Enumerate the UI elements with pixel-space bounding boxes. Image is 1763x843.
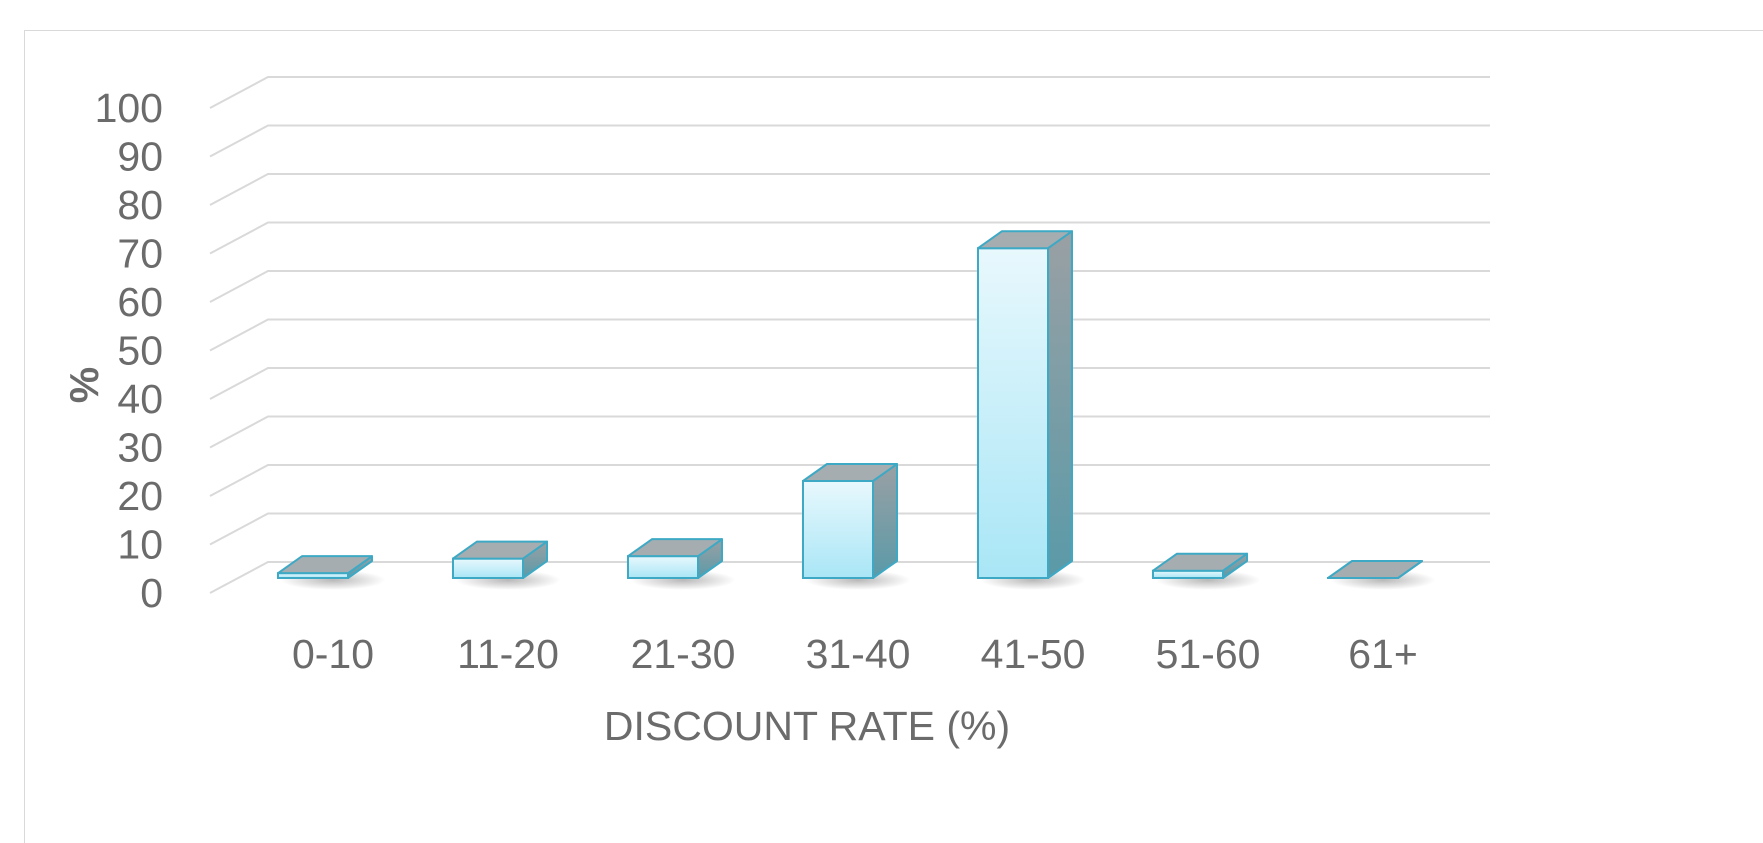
gridlines — [209, 76, 1490, 594]
gridline — [209, 124, 1490, 158]
y-tick-label: 80 — [117, 182, 163, 228]
bar-top — [1327, 560, 1423, 579]
bar — [277, 555, 386, 590]
x-category-label: 31-40 — [806, 631, 911, 677]
x-category-label: 41-50 — [981, 631, 1086, 677]
bar-top — [627, 538, 723, 558]
x-category-label: 0-10 — [292, 631, 374, 677]
bar-top — [277, 555, 373, 575]
bar-front — [627, 555, 699, 579]
x-category-label: 61+ — [1348, 631, 1418, 677]
y-tick-label: 70 — [117, 231, 163, 277]
y-tick-label: 40 — [117, 376, 163, 422]
bars — [277, 230, 1436, 590]
bar-front — [452, 557, 524, 579]
bar — [802, 463, 911, 590]
gridline — [209, 221, 1490, 255]
bar-top — [452, 540, 548, 560]
bar-side — [872, 463, 898, 579]
bar — [452, 540, 561, 590]
y-axis-title: % — [61, 367, 107, 403]
bar-front — [802, 480, 874, 579]
x-category-label: 51-60 — [1156, 631, 1261, 677]
x-category-label: 21-30 — [631, 631, 736, 677]
bar-front — [1152, 569, 1224, 579]
gridline — [209, 173, 1490, 206]
gridline — [209, 318, 1490, 352]
x-axis-title: DISCOUNT RATE (%) — [604, 703, 1010, 749]
y-tick-label: 0 — [140, 570, 163, 616]
y-tick-label: 30 — [117, 425, 163, 471]
gridline — [209, 270, 1490, 303]
bar — [627, 538, 736, 590]
bar-side — [1047, 230, 1073, 579]
bar-top — [977, 230, 1073, 250]
bar-front — [977, 247, 1049, 579]
y-tick-label: 10 — [117, 522, 163, 568]
bar — [977, 230, 1086, 590]
gridline — [209, 561, 1490, 594]
y-tick-label: 50 — [117, 328, 163, 374]
gridline — [209, 512, 1490, 546]
bar-top — [802, 463, 898, 482]
bar-top — [1152, 552, 1248, 572]
bar — [1327, 560, 1436, 590]
bar — [1152, 552, 1261, 590]
chart-frame — [24, 30, 1763, 843]
x-category-label: 11-20 — [457, 631, 559, 677]
gridline — [209, 415, 1490, 449]
gridline — [209, 367, 1490, 400]
gridline — [209, 464, 1490, 497]
x-axis-categories: 0-10 11-20 21-30 31-40 41-50 51-60 61+ — [292, 631, 1418, 677]
y-tick-label: 90 — [117, 134, 163, 180]
gridline — [209, 76, 1490, 109]
y-tick-label: 60 — [117, 279, 163, 325]
y-tick-label: 100 — [95, 85, 163, 131]
y-tick-label: 20 — [117, 473, 163, 519]
